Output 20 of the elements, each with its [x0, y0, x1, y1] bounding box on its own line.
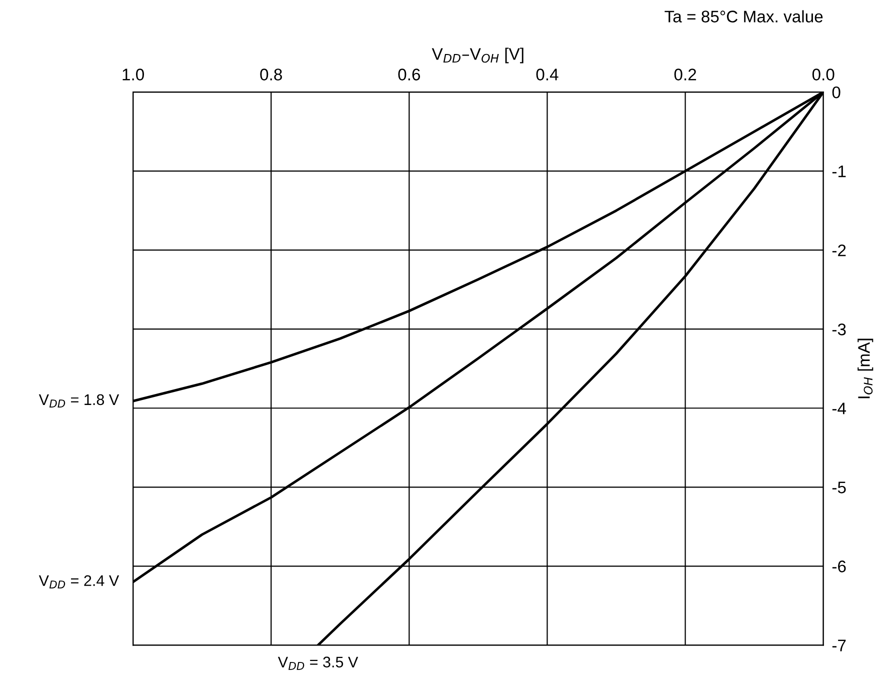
series-label: V$_{DD}$ = 2.4 V — [38, 575, 120, 588]
y-axis-title: I$_{OH}$ [mA] — [858, 338, 874, 398]
x-tick-label: 0.8 — [260, 68, 282, 80]
y-tick-label: -2 — [832, 244, 846, 256]
series-label: V$_{DD}$ = 1.8 V — [38, 394, 120, 408]
chart-title: Ta = 85°C Max. value — [664, 10, 823, 22]
y-tick-label: -5 — [832, 482, 846, 494]
x-axis-title: V$_{DD}$–V$_{OH}$ [V] — [432, 48, 524, 64]
x-tick-label: 0.2 — [674, 68, 696, 80]
x-tick-label: 0.0 — [812, 68, 834, 80]
y-tick-label: -4 — [832, 402, 846, 414]
x-tick-label: 0.4 — [536, 68, 558, 80]
y-tick-label: -3 — [832, 324, 846, 336]
series-label: V$_{DD}$ = 3.5 V — [278, 656, 358, 670]
y-tick-label: 0 — [832, 86, 840, 98]
y-tick-label: -7 — [832, 640, 846, 652]
y-tick-label: -1 — [832, 166, 846, 178]
x-tick-label: 0.6 — [398, 68, 420, 80]
y-tick-label: -6 — [832, 560, 846, 572]
x-tick-label: 1.0 — [122, 68, 144, 80]
